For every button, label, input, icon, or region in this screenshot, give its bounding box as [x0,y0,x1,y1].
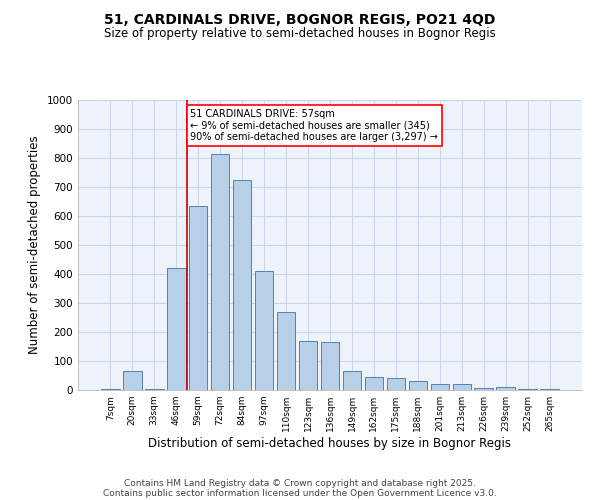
Bar [299,340,317,390]
Bar [101,388,119,390]
Bar [167,268,185,390]
Bar [343,371,361,390]
Text: Contains public sector information licensed under the Open Government Licence v3: Contains public sector information licen… [103,488,497,498]
Bar [475,388,493,390]
Bar [518,388,537,390]
Bar [255,271,274,390]
Text: 51 CARDINALS DRIVE: 57sqm
← 9% of semi-detached houses are smaller (345)
90% of : 51 CARDINALS DRIVE: 57sqm ← 9% of semi-d… [190,108,439,142]
Bar [431,384,449,390]
Y-axis label: Number of semi-detached properties: Number of semi-detached properties [28,136,41,354]
Bar [386,378,405,390]
Text: 51, CARDINALS DRIVE, BOGNOR REGIS, PO21 4QD: 51, CARDINALS DRIVE, BOGNOR REGIS, PO21 … [104,12,496,26]
Text: Size of property relative to semi-detached houses in Bognor Regis: Size of property relative to semi-detach… [104,28,496,40]
Bar [145,388,164,390]
Bar [409,382,427,390]
X-axis label: Distribution of semi-detached houses by size in Bognor Regis: Distribution of semi-detached houses by … [149,437,511,450]
Bar [123,371,142,390]
Bar [320,342,340,390]
Text: Contains HM Land Registry data © Crown copyright and database right 2025.: Contains HM Land Registry data © Crown c… [124,478,476,488]
Bar [189,206,208,390]
Bar [277,312,295,390]
Bar [541,388,559,390]
Bar [233,180,251,390]
Bar [496,387,515,390]
Bar [365,377,383,390]
Bar [452,384,471,390]
Bar [211,154,229,390]
